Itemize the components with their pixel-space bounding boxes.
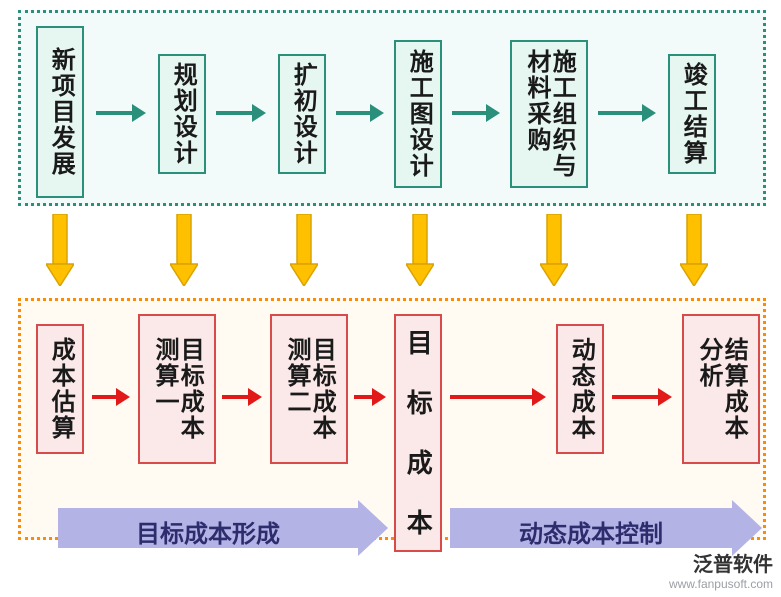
- down-arrow: [406, 214, 434, 286]
- node-text: 竣工结算: [679, 62, 705, 166]
- watermark: 泛普软件 www.fanpusoft.com: [669, 548, 773, 591]
- node-text: 施工图设计: [405, 49, 431, 179]
- down-arrow: [680, 214, 708, 286]
- flow-node-b1: 成本估算: [36, 324, 84, 454]
- down-arrow: [540, 214, 568, 286]
- h-arrow: [598, 102, 658, 124]
- watermark-url: www.fanpusoft.com: [669, 577, 773, 591]
- node-col: 分析: [696, 337, 721, 441]
- watermark-cn: 泛普软件: [669, 548, 773, 577]
- block-arrow-label-1: 动态成本控制: [450, 514, 732, 549]
- node-text: 成本估算: [47, 337, 73, 441]
- flow-node-n6: 竣工结算: [668, 54, 716, 174]
- node-text: 新项目发展: [47, 47, 73, 177]
- flow-node-b6: 分析结算成本: [682, 314, 760, 464]
- h-arrow: [450, 386, 548, 408]
- flow-node-n5: 材料采购施工组织与: [510, 40, 588, 188]
- down-arrow: [290, 214, 318, 286]
- node-col: 材料采购: [524, 49, 549, 179]
- node-col: 结算成本: [721, 337, 746, 441]
- node-col: 测算一: [152, 337, 177, 441]
- node-col: 目标成本: [309, 337, 334, 441]
- h-arrow: [92, 386, 132, 408]
- h-arrow: [336, 102, 386, 124]
- node-text: 扩初设计: [289, 62, 315, 166]
- flow-node-n2: 规划设计: [158, 54, 206, 174]
- h-arrow: [612, 386, 674, 408]
- h-arrow: [222, 386, 264, 408]
- node-col: 目标成本: [177, 337, 202, 441]
- down-arrow: [46, 214, 74, 286]
- node-text: 目 标 成 本: [404, 329, 433, 537]
- flow-node-b4: 目 标 成 本: [394, 314, 442, 552]
- h-arrow: [96, 102, 148, 124]
- node-col: 测算二: [284, 337, 309, 441]
- h-arrow: [354, 386, 388, 408]
- flow-node-b3: 测算二目标成本: [270, 314, 348, 464]
- flow-node-n4: 施工图设计: [394, 40, 442, 188]
- flow-node-b5: 动态成本: [556, 324, 604, 454]
- node-text: 规划设计: [169, 62, 195, 166]
- down-arrow: [170, 214, 198, 286]
- flow-node-n1: 新项目发展: [36, 26, 84, 198]
- flow-node-n3: 扩初设计: [278, 54, 326, 174]
- node-col: 施工组织与: [549, 49, 574, 179]
- flow-node-b2: 测算一目标成本: [138, 314, 216, 464]
- h-arrow: [216, 102, 268, 124]
- node-text: 动态成本: [567, 337, 593, 441]
- block-arrow-label-0: 目标成本形成: [58, 514, 358, 549]
- h-arrow: [452, 102, 502, 124]
